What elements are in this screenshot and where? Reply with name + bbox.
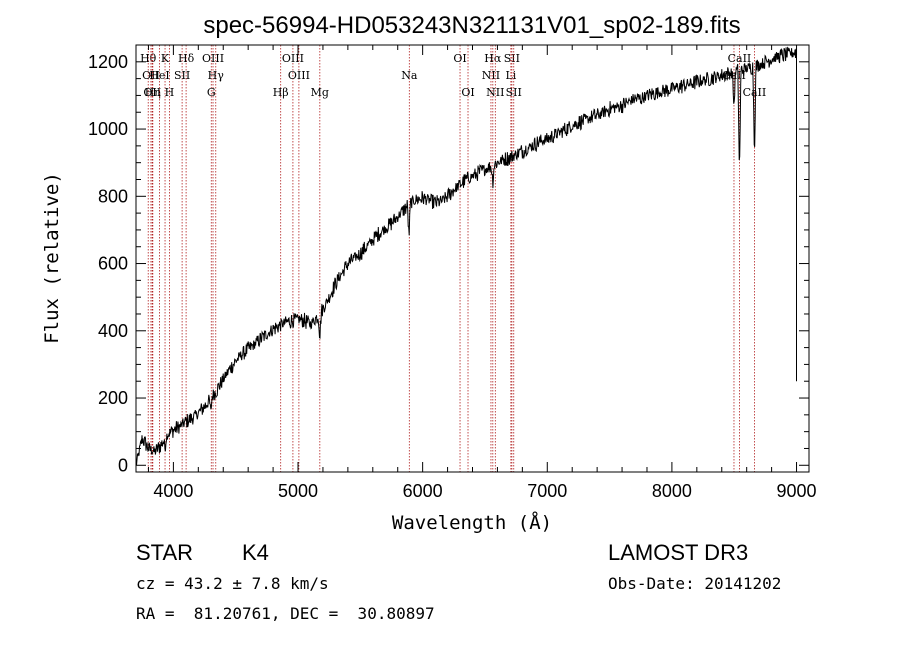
axis-ticks: 4000 5000 6000 7000 8000 9000 0 200 400 600 800 100… — [88, 44, 817, 501]
line-label-21: NII — [486, 86, 504, 99]
line-label-10: G — [207, 86, 216, 99]
line-label-5: K — [161, 52, 170, 65]
chart-title: spec-56994-HD053243N321131V01_sp02-189.f… — [203, 12, 740, 39]
x-tick-label-1: 5000 — [278, 481, 318, 501]
y-tick-label-4: 800 — [98, 186, 128, 206]
line-label-1: OII — [142, 69, 160, 82]
line-label-3: Hη — [145, 86, 161, 99]
coordinates: RA = 81.20761, DEC = 30.80897 — [136, 604, 435, 623]
y-axis-label: Flux (relative) — [41, 172, 63, 344]
line-label-13: OIII — [282, 52, 304, 65]
line-label-6: H — [165, 86, 175, 99]
line-label-19: NII — [482, 69, 500, 82]
line-label-8: Hδ — [178, 52, 195, 65]
line-label-27: CaII — [743, 86, 767, 99]
object-subclass: K4 — [242, 540, 269, 565]
x-tick-label-5: 9000 — [777, 481, 817, 501]
line-label-17: OI — [453, 52, 466, 65]
x-axis-label: Wavelength (Å) — [392, 511, 552, 534]
line-label-14: OIII — [288, 69, 310, 82]
line-label-26: CaII — [728, 52, 752, 65]
x-tick-label-0: 4000 — [153, 481, 193, 501]
line-label-15: Mg — [311, 86, 329, 99]
y-tick-label-6: 1200 — [88, 52, 128, 72]
y-tick-label-2: 400 — [98, 321, 128, 341]
observation-date: Obs-Date: 20141202 — [608, 574, 782, 593]
line-label-7: SII — [174, 69, 190, 82]
y-tick-label-0: 0 — [118, 455, 128, 475]
line-label-20: Hα — [484, 52, 502, 65]
line-label-9: OIII — [202, 52, 224, 65]
y-tick-label-3: 600 — [98, 254, 128, 274]
survey-name: LAMOST DR3 — [608, 540, 749, 565]
line-label-23: SII — [504, 52, 520, 65]
line-label-2: OII — [143, 86, 161, 99]
line-label-11: Hγ — [208, 69, 225, 82]
x-tick-label-3: 7000 — [527, 481, 567, 501]
line-label-16: Na — [401, 69, 418, 82]
line-label-18: OI — [461, 86, 474, 99]
line-label-12: Hβ — [273, 86, 289, 99]
plot-frame — [135, 44, 810, 473]
x-tick-label-4: 8000 — [652, 481, 692, 501]
object-class: STAR — [136, 540, 194, 565]
line-label-4: HeI — [149, 69, 169, 82]
y-tick-label-5: 1000 — [88, 119, 128, 139]
spectrum-line — [135, 46, 797, 466]
y-tick-label-1: 200 — [98, 388, 128, 408]
line-label-22: Li — [505, 69, 516, 82]
line-label-0: Hθ — [140, 52, 157, 65]
line-label-24: SII — [506, 86, 522, 99]
x-tick-label-2: 6000 — [403, 481, 443, 501]
redshift-cz: cz = 43.2 ± 7.8 km/s — [136, 574, 329, 593]
